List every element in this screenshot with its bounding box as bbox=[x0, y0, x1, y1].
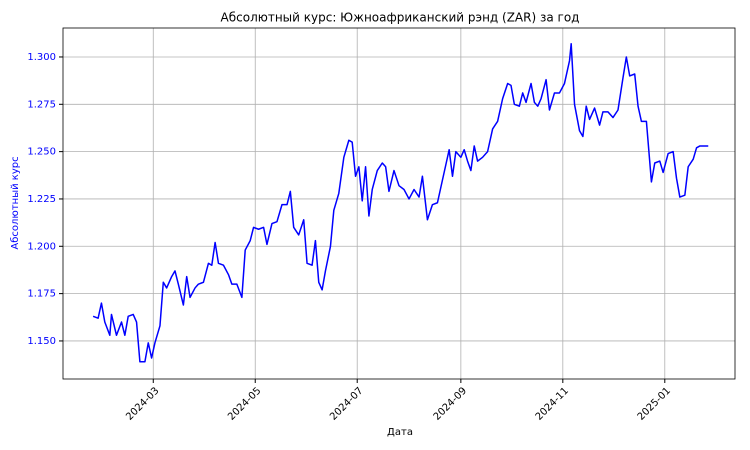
y-tick-label: 1.225 bbox=[27, 194, 56, 205]
y-tick-label: 1.275 bbox=[27, 99, 56, 110]
y-tick-label: 1.200 bbox=[27, 241, 56, 252]
plot-frame bbox=[62, 27, 736, 380]
y-tick-label: 1.300 bbox=[27, 52, 56, 63]
chart-title: Абсолютный курс: Южноафриканский рэнд (Z… bbox=[221, 11, 580, 25]
data-line bbox=[92, 42, 709, 363]
y-axis-label: Абсолютный курс bbox=[10, 156, 21, 249]
y-tick-label: 1.250 bbox=[27, 147, 56, 158]
x-axis-label: Дата bbox=[387, 427, 413, 438]
y-tick-label: 1.150 bbox=[27, 336, 56, 347]
y-tick-label: 1.175 bbox=[27, 289, 56, 300]
